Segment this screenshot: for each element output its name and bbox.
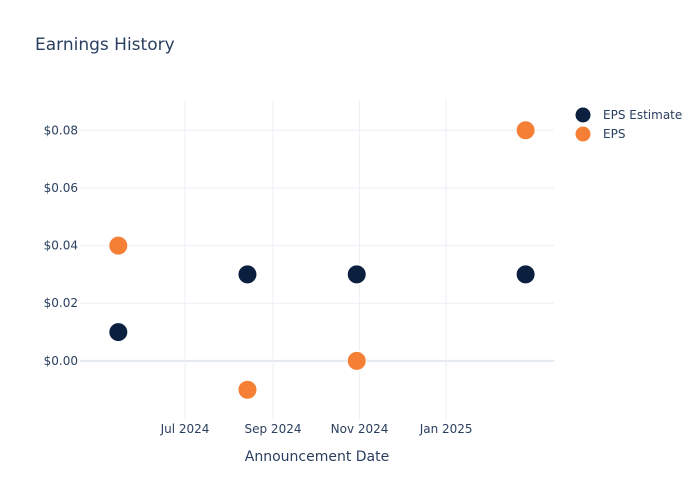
eps-estimate-point [346, 264, 367, 285]
eps-estimate-point [237, 264, 258, 285]
x-tick-label: Nov 2024 [331, 422, 389, 436]
x-tick-label: Sep 2024 [245, 422, 302, 436]
chart-title: Earnings History [35, 35, 175, 55]
x-axis-title: Announcement Date [245, 449, 389, 465]
y-axis-ticks: $0.00 $0.02 $0.04 $0.06 $0.08 [44, 123, 78, 368]
legend[interactable]: EPS Estimate EPS [574, 106, 682, 143]
y-tick-label: $0.08 [44, 123, 78, 137]
eps-estimate-point [108, 322, 129, 343]
eps-point [515, 120, 536, 141]
eps-point [237, 379, 258, 400]
eps-point [108, 235, 129, 256]
y-tick-label: $0.06 [44, 181, 78, 195]
x-tick-label: Jan 2025 [419, 422, 473, 436]
legend-marker-eps-estimate[interactable] [574, 106, 592, 124]
y-tick-label: $0.00 [44, 354, 78, 368]
x-tick-label: Jul 2024 [160, 422, 210, 436]
data-points [108, 120, 536, 400]
x-axis-ticks: Jul 2024 Sep 2024 Nov 2024 Jan 2025 [160, 422, 473, 436]
legend-marker-eps[interactable] [574, 125, 592, 143]
legend-label-eps[interactable]: EPS [603, 127, 625, 141]
legend-label-eps-estimate[interactable]: EPS Estimate [603, 108, 682, 122]
eps-point [346, 350, 367, 371]
eps-estimate-point [515, 264, 536, 285]
y-tick-label: $0.02 [44, 296, 78, 310]
y-tick-label: $0.04 [44, 239, 78, 253]
grid-layer [80, 100, 554, 420]
